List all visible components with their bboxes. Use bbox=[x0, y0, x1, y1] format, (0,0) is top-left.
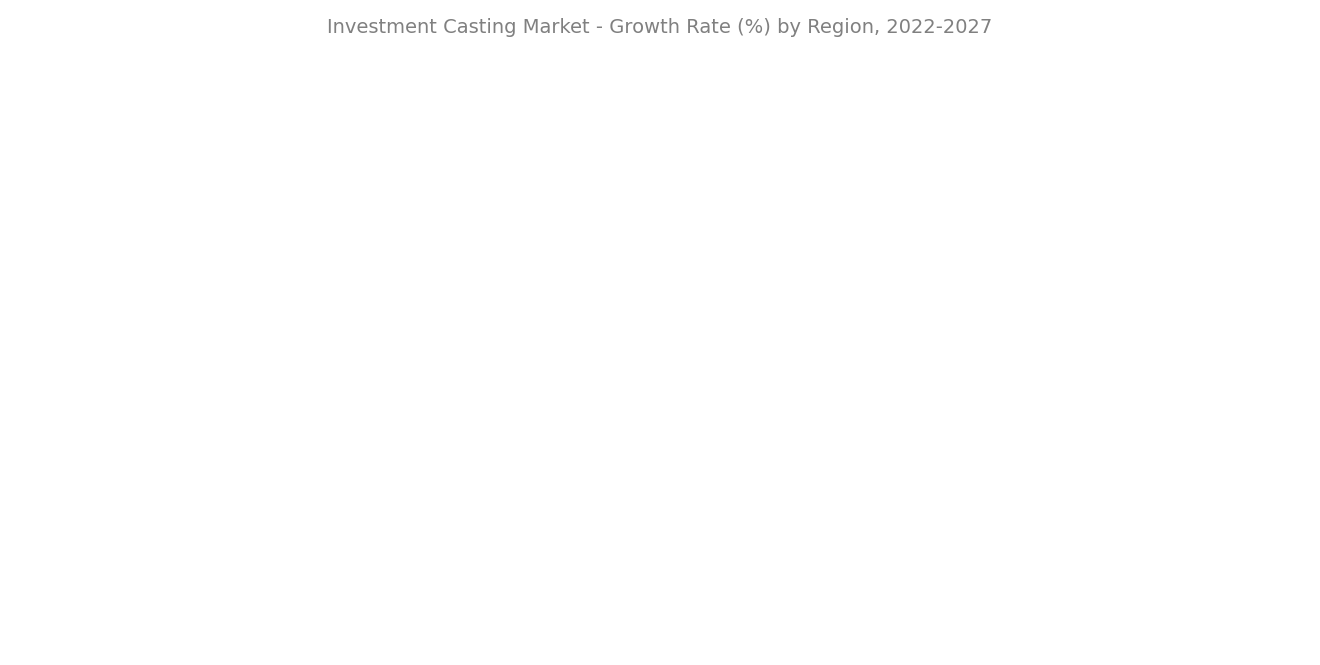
Text: Investment Casting Market - Growth Rate (%) by Region, 2022-2027: Investment Casting Market - Growth Rate … bbox=[327, 18, 993, 37]
